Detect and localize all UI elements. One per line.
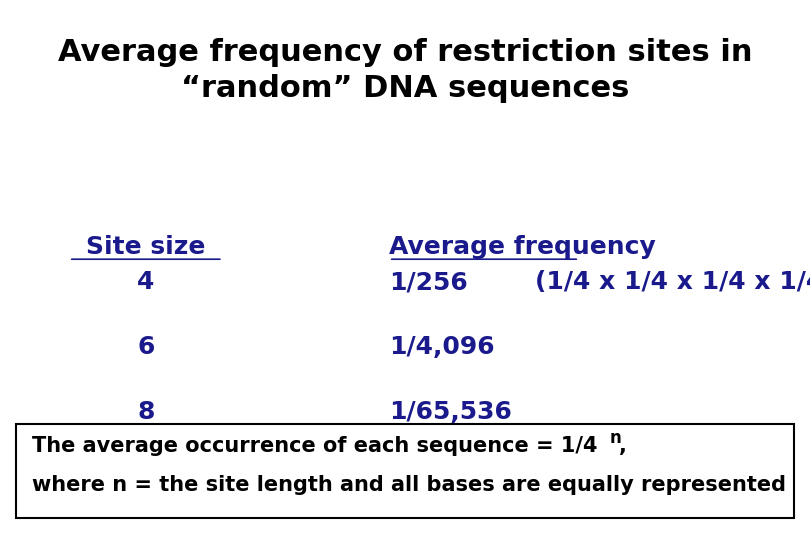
Text: 6: 6 [137,335,155,359]
Text: The average occurrence of each sequence = 1/4: The average occurrence of each sequence … [32,436,598,456]
Text: 1/256: 1/256 [389,270,467,294]
Text: n: n [610,429,622,447]
Text: (1/4 x 1/4 x 1/4 x 1/4): (1/4 x 1/4 x 1/4 x 1/4) [535,270,810,294]
Text: where n = the site length and all bases are equally represented: where n = the site length and all bases … [32,475,787,495]
Text: Site size: Site size [86,235,206,259]
FancyBboxPatch shape [16,424,794,518]
Text: ,: , [619,436,627,456]
Text: Average frequency of restriction sites in
“random” DNA sequences: Average frequency of restriction sites i… [58,38,752,103]
Text: 8: 8 [137,400,155,423]
Text: 1/65,536: 1/65,536 [389,400,512,423]
Text: 4: 4 [137,270,155,294]
Text: 1/4,096: 1/4,096 [389,335,494,359]
Text: Average frequency: Average frequency [389,235,655,259]
